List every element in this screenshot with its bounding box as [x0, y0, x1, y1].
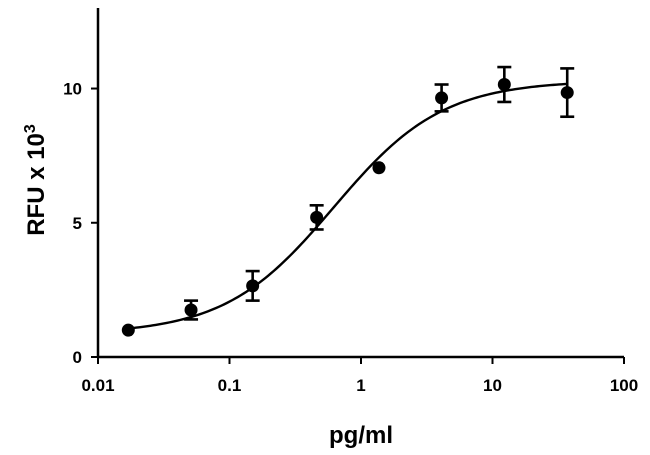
y-tick-label: 0: [73, 348, 82, 367]
data-point: [497, 78, 511, 92]
x-tick-label: 0.01: [81, 376, 114, 395]
x-ticks: 0.01 0.1 1 10 100: [81, 357, 638, 395]
y-tick-label: 5: [73, 214, 82, 233]
x-tick-label: 10: [483, 376, 502, 395]
data-point: [560, 86, 574, 100]
data-point: [372, 161, 386, 175]
y-tick-label: 10: [63, 80, 82, 99]
y-axis-title-exponent: 3: [22, 124, 39, 133]
y-ticks: 0 5 10: [63, 80, 98, 367]
data-point: [121, 323, 135, 337]
y-axis-title: RFU x 103: [22, 124, 50, 236]
x-tick-label: 0.1: [218, 376, 242, 395]
data-point: [310, 210, 324, 224]
data-point: [184, 303, 198, 317]
data-point: [246, 279, 260, 293]
x-tick-label: 100: [610, 376, 638, 395]
y-axis-title-main: RFU x 10: [23, 133, 50, 236]
axes: [96, 8, 624, 359]
x-axis-title: pg/ml: [329, 422, 393, 449]
data-points: [121, 65, 575, 337]
x-tick-label: 1: [356, 376, 365, 395]
fit-curve: [128, 82, 568, 330]
data-point: [435, 91, 449, 105]
